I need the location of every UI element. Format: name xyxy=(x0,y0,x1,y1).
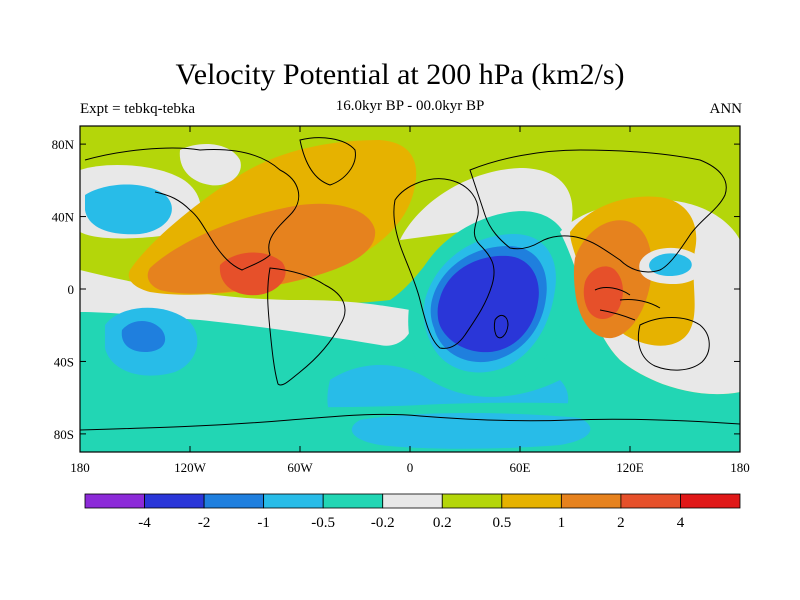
colorbar-label: -0.5 xyxy=(311,515,335,531)
lon-tick-label: 180 xyxy=(730,460,750,475)
contour-south-pacific-strong xyxy=(121,321,166,352)
lat-tick-label: 40N xyxy=(52,210,75,225)
experiment-label: Expt = tebkq-tebka xyxy=(80,101,196,117)
chart-title: Velocity Potential at 200 hPa (km2/s) xyxy=(175,58,625,91)
lat-tick-label: 80S xyxy=(54,427,74,442)
lon-tick-label: 60E xyxy=(510,460,531,475)
coastline-australia xyxy=(637,317,710,371)
contour-antarctic-blue xyxy=(351,413,591,449)
coastline-indonesia xyxy=(594,287,661,321)
coastline-north-america xyxy=(84,147,300,271)
colorbar-label: -0.2 xyxy=(371,515,395,531)
lat-tick-label: 80N xyxy=(52,137,75,152)
contour-pacific-negative xyxy=(85,184,172,235)
coastline-madagascar xyxy=(493,314,509,339)
lon-tick-label: 0 xyxy=(407,460,414,475)
period-label: 16.0kyr BP - 00.0kyr BP xyxy=(335,98,485,114)
colorbar-swatch xyxy=(680,493,741,509)
coastline-europe-africa xyxy=(393,178,495,349)
colorbar-swatch xyxy=(441,493,503,509)
contour-north-america-neutral xyxy=(179,144,241,186)
colorbar-swatch xyxy=(382,493,443,509)
coastlines xyxy=(80,137,740,431)
colorbar-label: 2 xyxy=(617,515,625,531)
colorbar-label: -2 xyxy=(198,515,211,531)
colorbar-swatch xyxy=(501,493,562,509)
colorbar-swatch xyxy=(263,493,324,509)
coastline-antarctica xyxy=(80,413,740,431)
colorbar-swatch xyxy=(620,493,681,509)
coastline-south-america xyxy=(267,267,346,386)
colorbar: -4 -2 -1 -0.5 -0.2 0.2 0.5 1 2 4 xyxy=(84,493,741,531)
colorbar-swatch xyxy=(322,493,384,509)
latitude-axis: 80N 40N 0 40S 80S xyxy=(52,137,740,442)
lon-tick-label: 120E xyxy=(616,460,644,475)
colorbar-label: -4 xyxy=(138,515,151,531)
coastline-asia xyxy=(469,149,727,273)
colorbar-swatch xyxy=(203,493,265,509)
contour-atlantic-strong xyxy=(147,203,376,294)
longitude-axis: 180 120W 60W 0 60E 120E 180 xyxy=(70,126,750,475)
colorbar-label: 0.5 xyxy=(492,515,511,531)
contour-caribbean-peak xyxy=(219,252,286,296)
lon-tick-label: 180 xyxy=(70,460,90,475)
colorbar-swatch xyxy=(144,493,205,509)
lat-tick-label: 0 xyxy=(68,282,75,297)
colorbar-label: 0.2 xyxy=(433,515,452,531)
contour-warmpool-peak xyxy=(583,266,623,319)
colorbar-label: 1 xyxy=(558,515,566,531)
lon-tick-label: 120W xyxy=(174,460,207,475)
contour-indian-minimum xyxy=(437,255,539,353)
colorbar-swatch xyxy=(560,493,622,509)
colorbar-swatch xyxy=(84,493,145,509)
season-label: ANN xyxy=(709,101,743,117)
colorbar-label: 4 xyxy=(677,515,685,531)
lat-tick-label: 40S xyxy=(54,354,74,369)
colorbar-label: -1 xyxy=(257,515,270,531)
lon-tick-label: 60W xyxy=(287,460,313,475)
coastline-greenland xyxy=(299,137,356,186)
